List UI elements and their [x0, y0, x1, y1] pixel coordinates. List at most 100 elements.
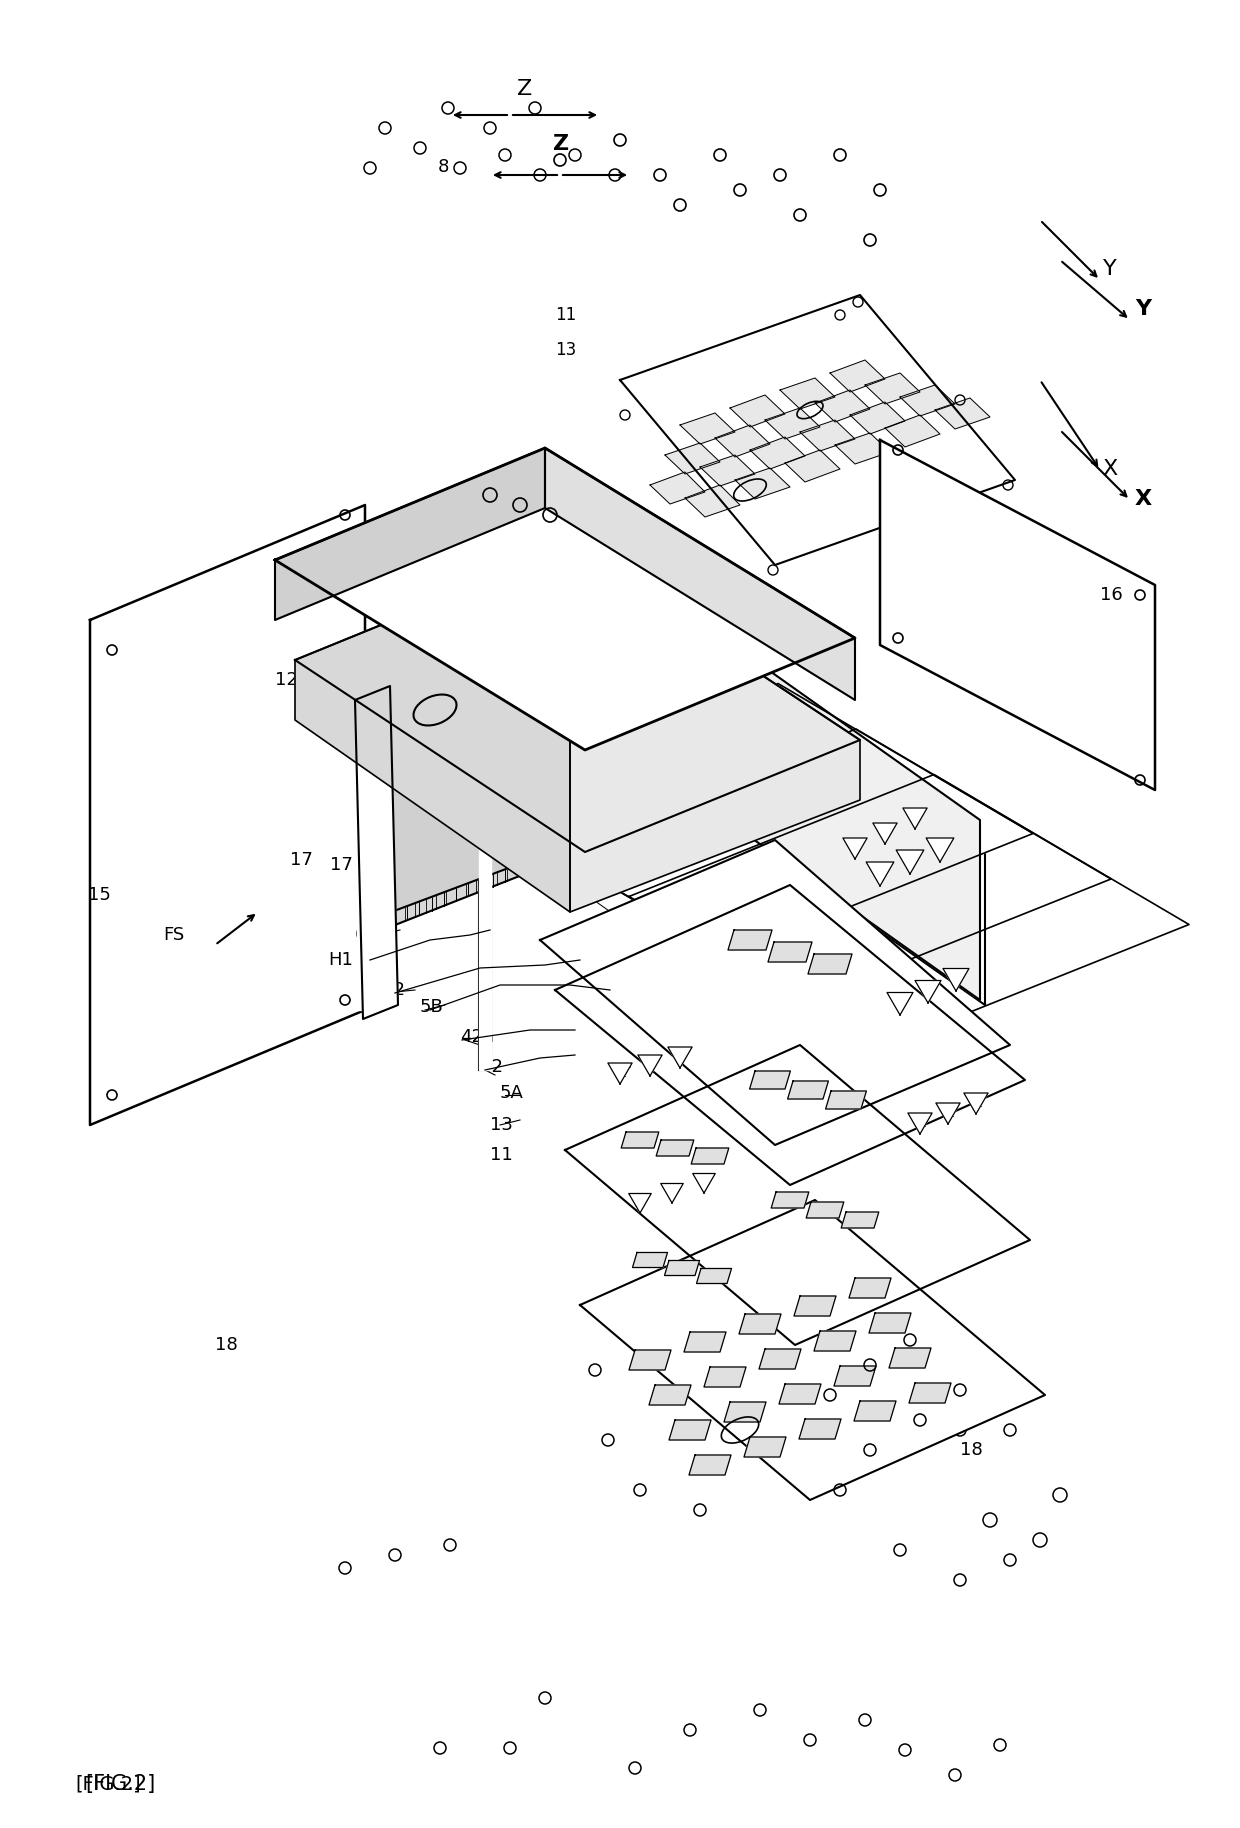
Text: H: H: [730, 782, 743, 801]
Polygon shape: [370, 618, 980, 941]
Text: H: H: [790, 728, 804, 746]
Polygon shape: [370, 618, 980, 941]
Text: 14: 14: [615, 706, 637, 759]
Polygon shape: [668, 1047, 692, 1068]
Polygon shape: [866, 373, 920, 404]
Text: 12: 12: [275, 671, 298, 689]
Polygon shape: [551, 729, 1111, 1002]
Polygon shape: [942, 969, 968, 991]
Polygon shape: [629, 1194, 651, 1214]
Text: 11: 11: [556, 305, 577, 324]
Polygon shape: [750, 1071, 790, 1089]
Polygon shape: [701, 455, 755, 486]
Polygon shape: [813, 1331, 856, 1351]
Polygon shape: [800, 420, 856, 452]
Text: 17: 17: [290, 852, 312, 868]
Polygon shape: [715, 424, 770, 457]
Polygon shape: [684, 484, 740, 517]
Text: 5A: 5A: [500, 1084, 523, 1102]
Polygon shape: [396, 634, 701, 925]
Polygon shape: [730, 395, 785, 428]
Polygon shape: [885, 415, 940, 448]
Polygon shape: [835, 1366, 875, 1386]
Text: H5: H5: [760, 751, 781, 766]
Polygon shape: [275, 448, 856, 749]
Polygon shape: [873, 823, 897, 845]
Text: 6: 6: [355, 927, 366, 943]
Polygon shape: [887, 993, 913, 1015]
Text: 13: 13: [556, 342, 577, 358]
Polygon shape: [556, 885, 1025, 1185]
Polygon shape: [632, 1252, 667, 1267]
Polygon shape: [794, 1296, 836, 1316]
Polygon shape: [565, 1046, 1030, 1345]
Polygon shape: [704, 1367, 746, 1387]
Polygon shape: [608, 1064, 632, 1084]
Polygon shape: [479, 770, 491, 1069]
Polygon shape: [915, 980, 941, 1004]
Polygon shape: [935, 399, 990, 430]
Polygon shape: [693, 1174, 715, 1194]
Polygon shape: [665, 1261, 699, 1276]
Text: H1: H1: [329, 951, 353, 969]
Polygon shape: [880, 441, 1154, 790]
Text: H4: H4: [745, 768, 766, 782]
Polygon shape: [849, 1278, 892, 1298]
Polygon shape: [728, 930, 773, 951]
Polygon shape: [701, 634, 985, 1005]
Polygon shape: [926, 837, 954, 863]
Text: 42: 42: [480, 1058, 503, 1077]
Polygon shape: [649, 1386, 691, 1406]
Text: [FIG.2]: [FIG.2]: [74, 1775, 140, 1793]
Polygon shape: [621, 1132, 658, 1148]
Polygon shape: [830, 360, 885, 391]
Polygon shape: [785, 450, 839, 483]
Polygon shape: [765, 408, 820, 439]
Text: 13: 13: [490, 1117, 513, 1133]
Text: 15: 15: [88, 887, 110, 905]
Polygon shape: [759, 1349, 801, 1369]
Polygon shape: [963, 1093, 988, 1113]
Polygon shape: [620, 294, 1016, 565]
Text: [FIG.2]: [FIG.2]: [86, 1773, 155, 1793]
Polygon shape: [680, 413, 735, 444]
Polygon shape: [750, 437, 805, 470]
Text: Z: Z: [517, 79, 533, 99]
Polygon shape: [275, 448, 546, 620]
Polygon shape: [908, 1113, 932, 1133]
Text: 5B: 5B: [420, 998, 444, 1016]
Text: 19: 19: [539, 653, 579, 724]
Text: 8: 8: [438, 157, 449, 175]
Polygon shape: [370, 618, 980, 941]
Polygon shape: [629, 775, 1189, 1046]
Text: 18: 18: [215, 1336, 238, 1355]
Polygon shape: [295, 548, 570, 912]
Polygon shape: [697, 1269, 732, 1283]
Polygon shape: [768, 941, 812, 962]
Polygon shape: [854, 1400, 897, 1420]
Text: H6: H6: [820, 726, 843, 744]
Polygon shape: [739, 1314, 781, 1334]
Text: 11: 11: [490, 1146, 513, 1164]
Polygon shape: [780, 378, 835, 409]
Polygon shape: [897, 850, 924, 874]
Polygon shape: [656, 1141, 694, 1155]
Text: Z: Z: [553, 133, 569, 154]
Polygon shape: [771, 1192, 808, 1208]
Polygon shape: [355, 686, 398, 1018]
Polygon shape: [396, 640, 985, 960]
Polygon shape: [903, 808, 928, 830]
Polygon shape: [370, 618, 694, 919]
Polygon shape: [799, 1419, 841, 1439]
Polygon shape: [546, 448, 856, 700]
Polygon shape: [670, 1420, 711, 1440]
Text: FS: FS: [151, 936, 172, 954]
Polygon shape: [849, 402, 905, 433]
Polygon shape: [357, 821, 370, 1011]
Text: 18: 18: [960, 1440, 983, 1459]
Polygon shape: [815, 389, 870, 422]
Text: 16: 16: [1100, 587, 1122, 603]
Polygon shape: [629, 1351, 671, 1369]
Text: H4: H4: [780, 757, 804, 773]
Polygon shape: [826, 1091, 867, 1110]
